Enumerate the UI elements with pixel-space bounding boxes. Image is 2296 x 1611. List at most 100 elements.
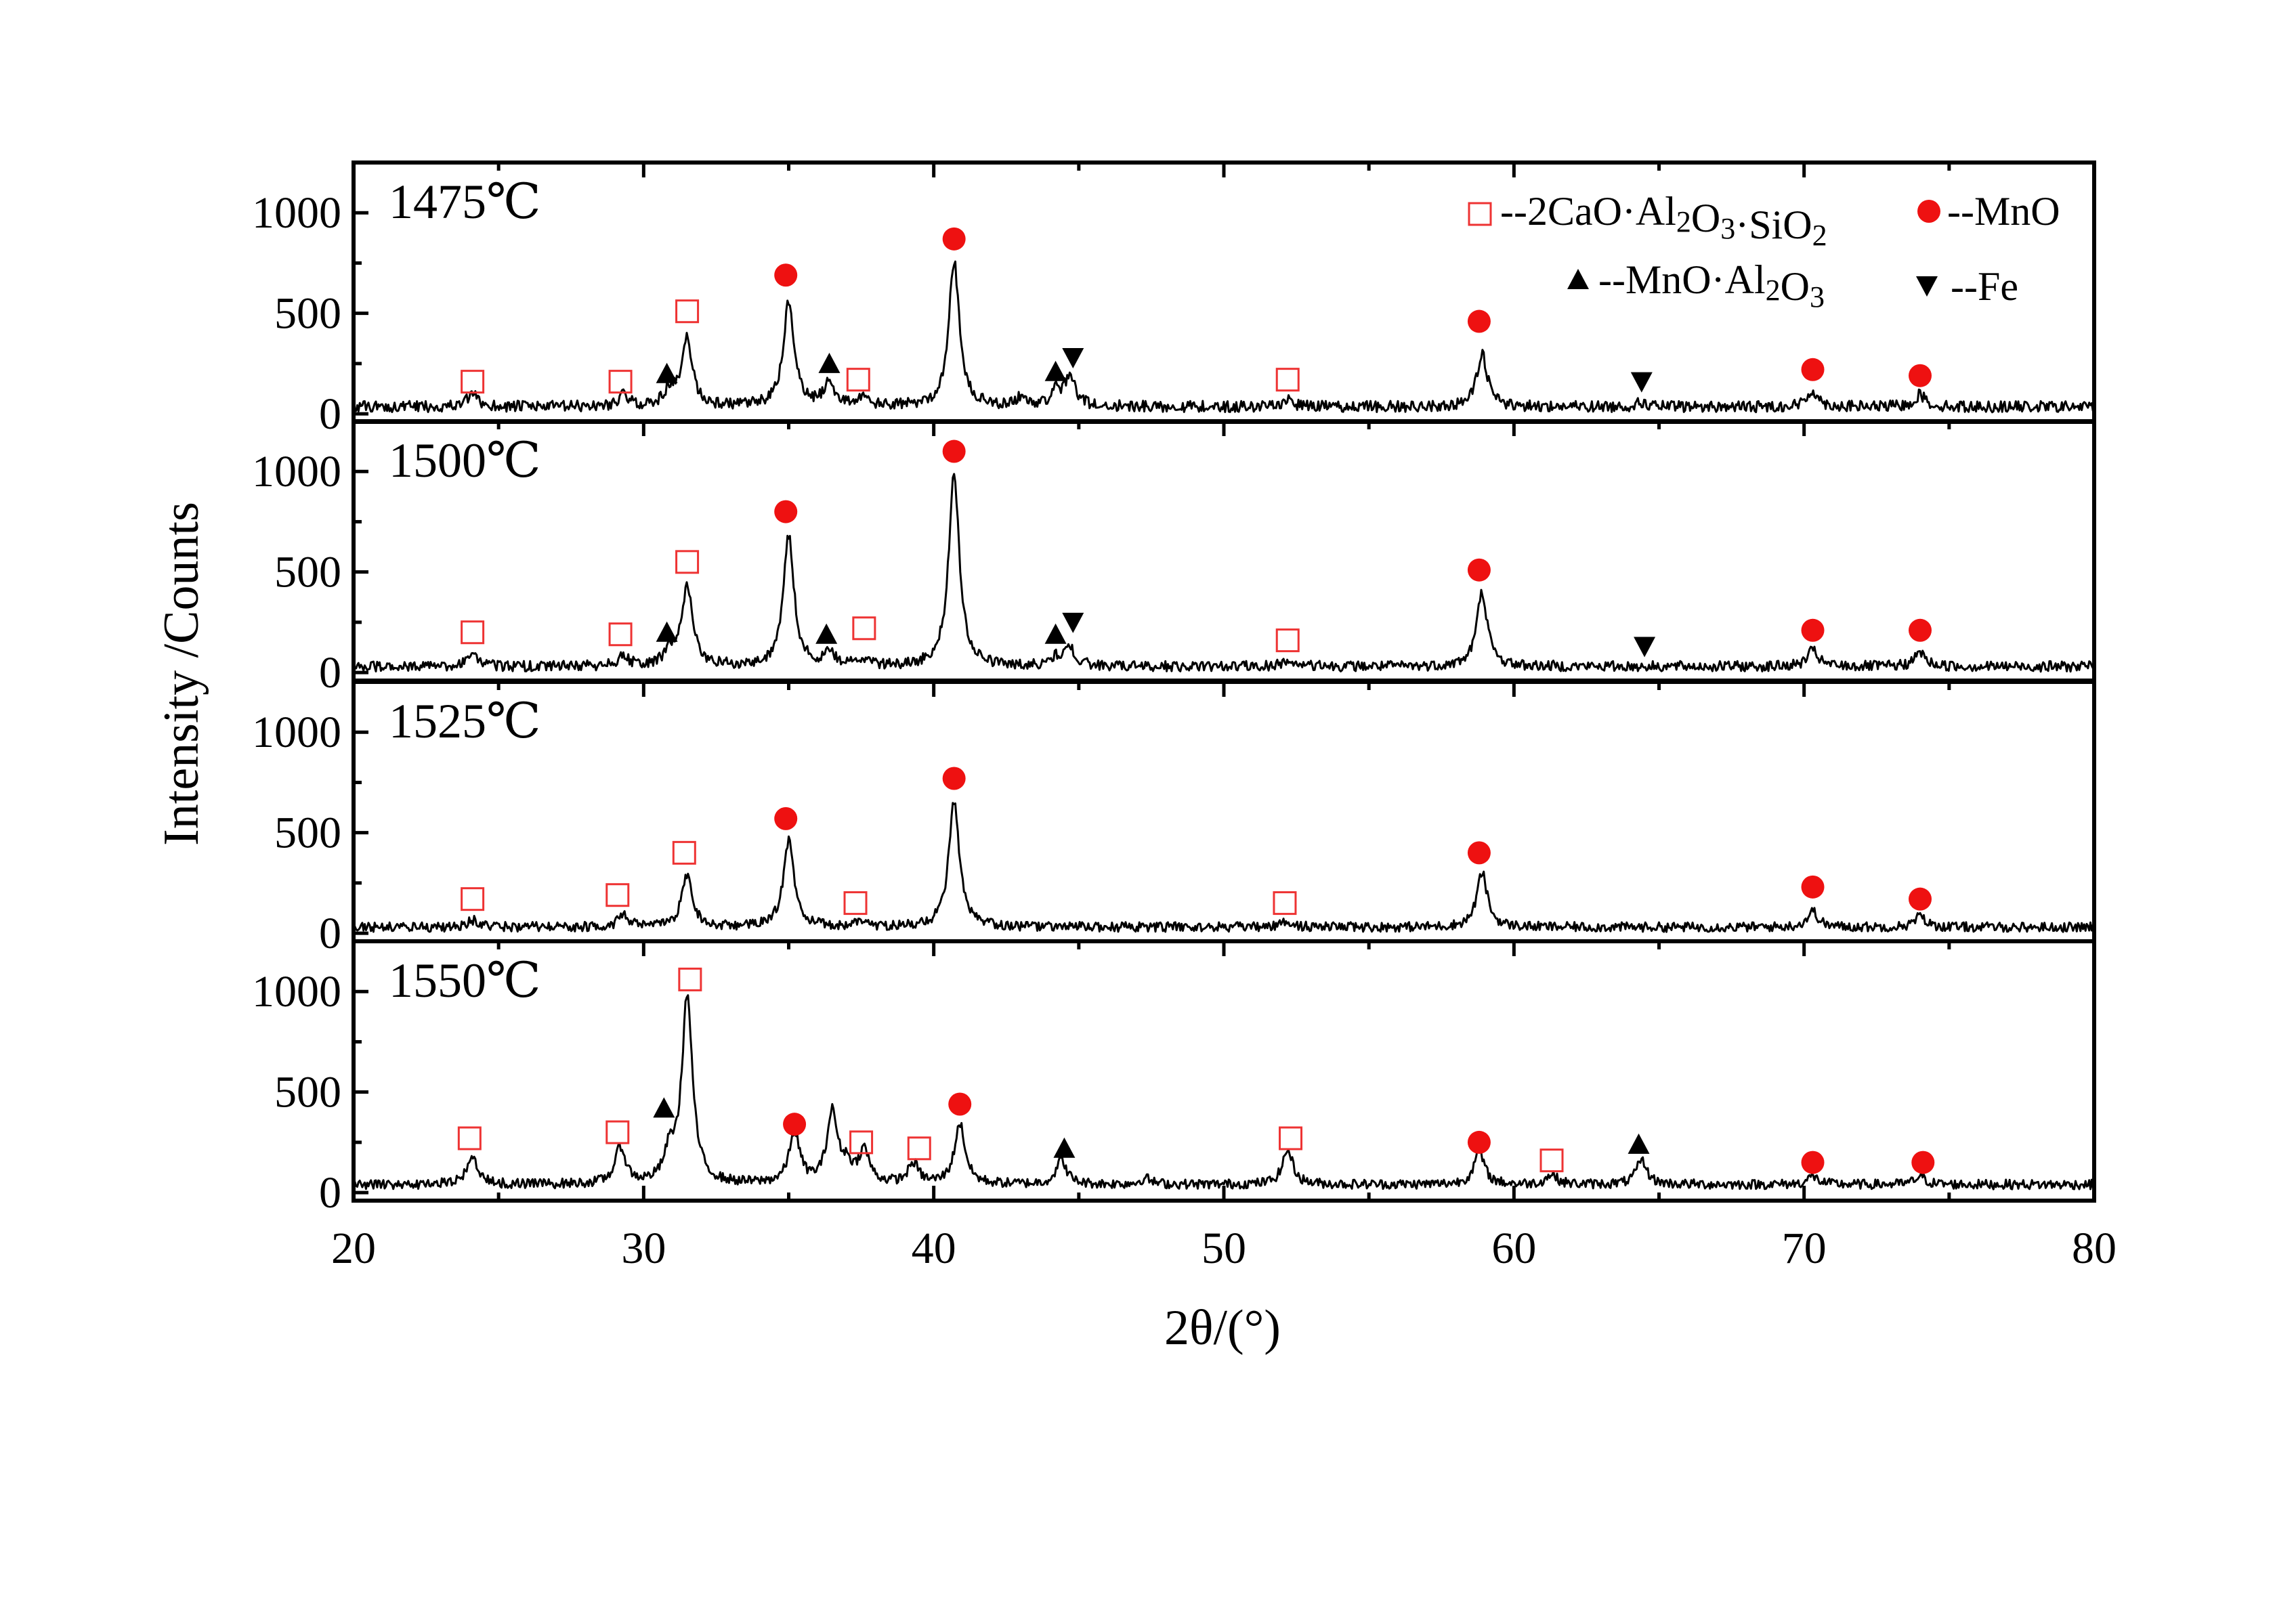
marker-fe xyxy=(1062,347,1084,368)
marker-mno xyxy=(1467,841,1491,865)
y-tick-label: 0 xyxy=(319,389,341,439)
marker-mno xyxy=(783,1113,807,1136)
marker-fe xyxy=(1634,637,1656,658)
marker-c2as xyxy=(672,840,696,865)
y-tick-label: 1000 xyxy=(252,967,341,1016)
series-trace xyxy=(354,802,2094,933)
marker-mnal xyxy=(656,621,678,642)
marker-mnal xyxy=(1628,1133,1650,1154)
x-tick-label: 40 xyxy=(912,1224,956,1273)
legend-marker xyxy=(1567,269,1589,289)
marker-c2as xyxy=(678,967,702,991)
marker-mnal xyxy=(653,1097,675,1118)
y-tick-label: 1000 xyxy=(252,188,341,238)
marker-mnal xyxy=(656,362,678,383)
marker-mno xyxy=(1909,364,1932,387)
y-tick-label: 0 xyxy=(319,909,341,958)
y-tick-label: 500 xyxy=(274,289,341,339)
marker-c2as xyxy=(675,299,700,324)
marker-mno xyxy=(1801,875,1825,899)
panel-label: 1550℃ xyxy=(389,953,541,1008)
x-tick-label: 80 xyxy=(2072,1224,2117,1273)
marker-mno xyxy=(1911,1151,1935,1174)
marker-c2as xyxy=(843,891,868,916)
y-tick-label: 1000 xyxy=(252,447,341,496)
panel-frame xyxy=(352,419,2096,683)
marker-c2as xyxy=(461,620,485,645)
legend-item-fe: --Fe xyxy=(1916,264,2018,309)
marker-c2as xyxy=(608,370,633,394)
legend: --2CaO·Al2O3·SiO2 --MnO --MnO·Al2O3 --Fe xyxy=(1468,189,2060,314)
marker-fe xyxy=(1630,372,1653,393)
y-tick-label: 0 xyxy=(319,1168,341,1218)
y-axis-title: Intensity /Counts xyxy=(154,502,209,846)
marker-mno xyxy=(1909,887,1932,911)
marker-mnal xyxy=(815,623,838,644)
marker-c2as xyxy=(849,1130,874,1155)
legend-label: --2CaO·Al2O3·SiO2 xyxy=(1500,189,1827,252)
marker-mnal xyxy=(818,352,841,373)
marker-c2as xyxy=(675,550,700,574)
y-tick-label: 0 xyxy=(319,648,341,697)
panel-label: 1525℃ xyxy=(389,694,541,748)
series-trace xyxy=(354,994,2094,1190)
marker-c2as xyxy=(1539,1148,1564,1173)
series-trace xyxy=(354,473,2094,673)
marker-mnal xyxy=(1044,360,1067,381)
x-tick-label: 50 xyxy=(1202,1224,1246,1273)
legend-label: --Fe xyxy=(1951,264,2018,309)
marker-c2as xyxy=(1275,368,1300,392)
marker-mno xyxy=(942,227,966,251)
marker-mno xyxy=(1801,1151,1825,1174)
marker-c2as xyxy=(907,1136,931,1161)
panel-4: 0 500 1000 1550℃ xyxy=(252,939,2096,1218)
panel-3: 0 500 1000 1525℃ xyxy=(252,680,2096,958)
marker-mno xyxy=(1467,1130,1491,1154)
panel-2: 0 500 1000 1500℃ xyxy=(252,419,2096,697)
legend-item-mno: --MnO xyxy=(1917,189,2060,234)
panel-label: 1500℃ xyxy=(389,433,541,488)
marker-mno xyxy=(942,439,966,463)
marker-mnal xyxy=(1044,623,1067,644)
marker-c2as xyxy=(1273,891,1297,916)
marker-mno xyxy=(942,767,966,790)
marker-mno xyxy=(948,1092,972,1116)
marker-c2as xyxy=(852,616,876,641)
legend-item-c2as: --2CaO·Al2O3·SiO2 xyxy=(1468,189,1827,252)
marker-mno xyxy=(1467,309,1491,333)
marker-c2as xyxy=(608,622,633,647)
x-tick-label: 30 xyxy=(621,1224,666,1273)
marker-c2as xyxy=(1275,628,1300,653)
marker-mno xyxy=(774,807,798,830)
y-tick-label: 500 xyxy=(274,809,341,858)
marker-mno xyxy=(774,500,798,523)
y-tick-label: 1000 xyxy=(252,708,341,757)
legend-marker xyxy=(1916,276,1938,297)
marker-fe xyxy=(1062,612,1084,633)
series-trace xyxy=(354,260,2094,414)
x-axis-title: 2θ/(°) xyxy=(1164,1300,1281,1356)
marker-c2as xyxy=(457,1126,482,1151)
y-tick-label: 500 xyxy=(274,548,341,597)
marker-mno xyxy=(1801,618,1825,642)
marker-c2as xyxy=(461,887,485,911)
marker-c2as xyxy=(1279,1126,1303,1151)
legend-marker xyxy=(1917,200,1940,223)
x-tick-label: 20 xyxy=(331,1224,376,1273)
marker-c2as xyxy=(605,883,630,907)
marker-c2as xyxy=(846,368,870,392)
marker-c2as xyxy=(605,1120,630,1144)
marker-c2as xyxy=(461,370,485,394)
x-tick-label: 70 xyxy=(1782,1224,1827,1273)
marker-mnal xyxy=(1053,1137,1076,1158)
marker-mno xyxy=(1467,558,1491,582)
legend-label: --MnO·Al2O3 xyxy=(1598,257,1825,314)
marker-mno xyxy=(1909,618,1932,642)
x-tick-label: 60 xyxy=(1491,1224,1536,1273)
panel-frame xyxy=(352,160,2096,424)
panel-label: 1475℃ xyxy=(389,175,541,229)
panel-frame xyxy=(352,680,2096,943)
legend-marker xyxy=(1468,202,1492,226)
